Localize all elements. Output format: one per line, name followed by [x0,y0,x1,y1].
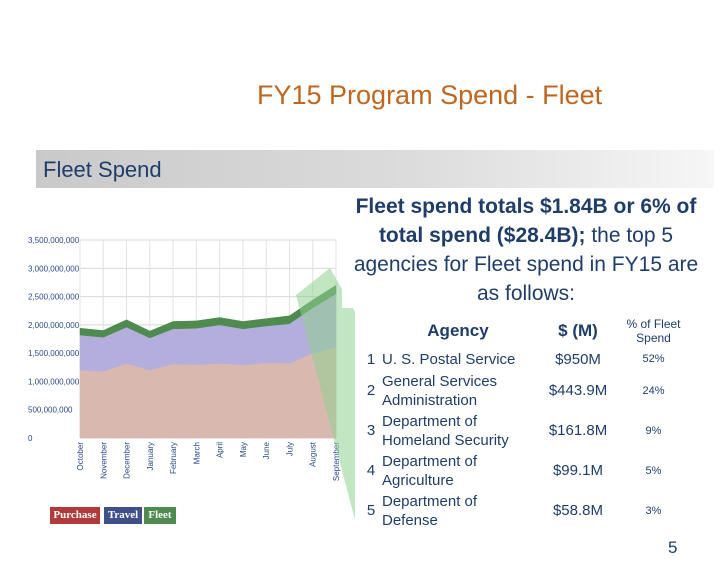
pct-cell: 9% [622,410,685,451]
table-row: 4 Department of Agriculture $99.1M 5% [360,450,685,491]
rank-cell: 5 [360,490,382,531]
x-tick-label: April [216,442,225,458]
pct-cell: 24% [622,370,685,411]
spend-header: $ (M) [558,321,598,340]
agency-cell: Department of Defense [382,490,534,531]
agency-cell: Department of Homeland Security [382,410,534,451]
rank-cell: 4 [360,450,382,491]
y-tick-label: 1,000,000,000 [28,377,80,386]
spend-cell: $161.8M [534,410,622,451]
table-row: 5 Department of Defense $58.8M 3% [360,490,685,531]
x-tick-label: January [146,442,155,470]
agency-cell: U. S. Postal Service [382,348,534,371]
spend-cell: $99.1M [534,450,622,491]
pct-cell: 52% [622,348,685,371]
table-row: 3 Department of Homeland Security $161.8… [360,410,685,451]
page-number: 5 [668,538,678,557]
table-row: 1 U. S. Postal Service $950M 52% [360,348,685,371]
x-tick-label: November [99,442,108,479]
spend-area-chart: 3,500,000,000 3,000,000,000 2,500,000,000 2… [24,228,344,498]
spend-cell: $443.9M [534,370,622,411]
chart-svg: 3,500,000,000 3,000,000,000 2,500,000,000 2… [28,236,341,481]
section-band: Fleet Spend [36,150,714,188]
legend-travel: Travel [104,507,142,524]
callout-text: Fleet spend totals $1.84B or 6% of total… [342,192,710,308]
x-tick-label: March [192,442,201,464]
y-tick-label: 3,500,000,000 [28,236,80,245]
agency-table: Agency $ (M) % of Fleet Spend 1 U. S. Po… [360,314,685,531]
x-tick-label: July [285,442,294,456]
rank-cell: 1 [360,348,382,371]
x-tick-label: August [309,441,318,467]
slide-title: FY15 Program Spend - Fleet [257,80,603,110]
pct-header: % of Fleet Spend [626,317,681,345]
x-tick-label: February [169,442,178,474]
legend-fleet: Fleet [144,507,176,524]
agency-cell: Department of Agriculture [382,450,534,491]
pct-cell: 3% [622,490,685,531]
agency-cell: General Services Administration [382,370,534,411]
callout-bold: Fleet spend totals $1.84B or 6% of total… [355,195,697,247]
rank-header [360,314,382,348]
agency-header: Agency [427,321,489,340]
x-tick-label: December [123,442,132,479]
rank-cell: 3 [360,410,382,451]
table-row: 2 General Services Administration $443.9… [360,370,685,411]
area-travel [79,293,337,372]
section-label: Fleet Spend [43,157,162,182]
x-tick-label: October [76,442,85,471]
x-tick-label: June [262,441,271,459]
rank-cell: 2 [360,370,382,411]
y-tick-label: 500,000,000 [28,406,73,415]
pct-cell: 5% [622,450,685,491]
y-tick-label: 2,000,000,000 [28,321,80,330]
x-tick-label: May [239,442,248,457]
y-tick-label: 1,500,000,000 [28,349,80,358]
y-tick-label: 3,000,000,000 [28,264,80,273]
x-tick-label: September [332,442,341,481]
callout-rest: the top 5 agencies for Fleet spend in FY… [353,224,699,305]
y-tick-label: 2,500,000,000 [28,293,80,302]
legend-purchase: Purchase [50,507,100,524]
spend-cell: $950M [534,348,622,371]
y-tick-label: 0 [28,434,33,443]
spend-cell: $58.8M [534,490,622,531]
